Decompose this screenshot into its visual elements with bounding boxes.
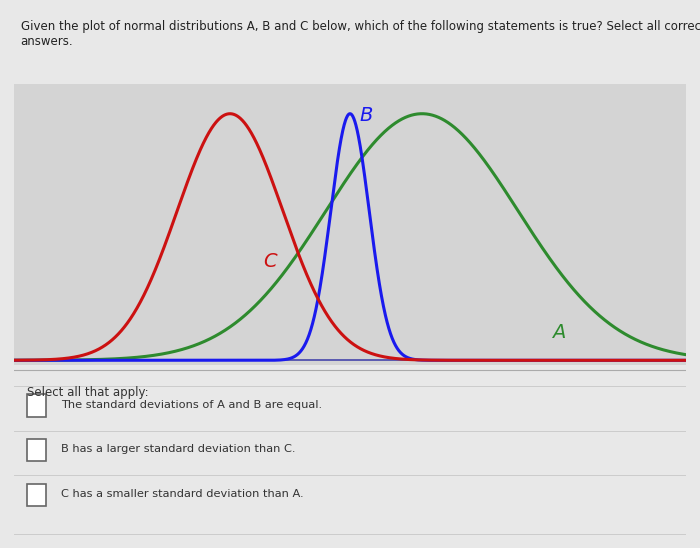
Text: A: A (552, 323, 565, 342)
Text: B has a larger standard deviation than C.: B has a larger standard deviation than C… (61, 444, 295, 454)
Text: C: C (264, 252, 277, 271)
FancyBboxPatch shape (27, 395, 46, 417)
Text: B: B (360, 106, 373, 125)
FancyBboxPatch shape (27, 484, 46, 506)
FancyBboxPatch shape (27, 439, 46, 461)
Text: C has a smaller standard deviation than A.: C has a smaller standard deviation than … (61, 489, 304, 499)
Text: Given the plot of normal distributions A, B and C below, which of the following : Given the plot of normal distributions A… (21, 20, 700, 48)
Text: Select all that apply:: Select all that apply: (27, 386, 149, 399)
Text: The standard deviations of A and B are equal.: The standard deviations of A and B are e… (61, 399, 322, 410)
